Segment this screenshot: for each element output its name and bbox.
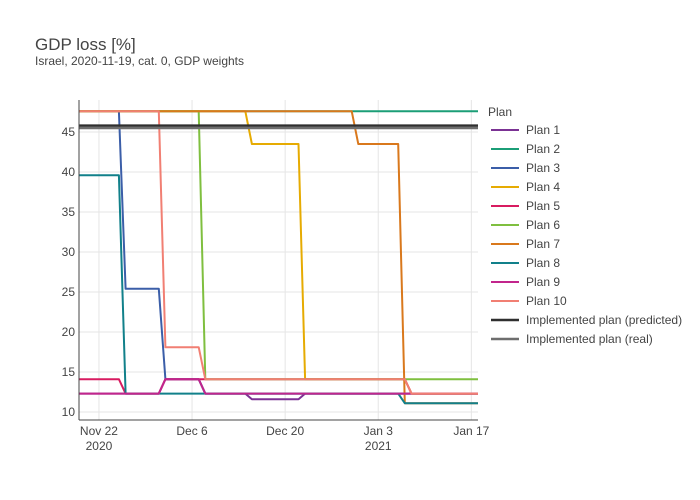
- x-tick-label: Jan 17: [453, 424, 489, 438]
- y-axis-ticks: 10 15 20 25 30 35 40 45: [62, 125, 76, 419]
- legend-item[interactable]: Plan 10: [491, 294, 567, 308]
- series-line-plan-10[interactable]: [79, 110, 478, 395]
- legend-label: Implemented plan (predicted): [526, 313, 682, 327]
- x-tick-label: Dec 6: [176, 424, 208, 438]
- legend-title: Plan: [488, 105, 512, 119]
- y-tick-label: 35: [62, 205, 76, 219]
- legend-item[interactable]: Plan 4: [491, 180, 560, 194]
- plot-area: [79, 110, 478, 405]
- legend-item[interactable]: Plan 2: [491, 142, 560, 156]
- x-tick-label: Jan 3: [364, 424, 394, 438]
- legend[interactable]: Plan Plan 1 Plan 2 Plan 3 Plan 4 Plan 5 Plan …: [488, 105, 682, 346]
- legend-item[interactable]: Plan 8: [491, 256, 560, 270]
- legend-item[interactable]: Implemented plan (predicted): [491, 313, 682, 327]
- legend-label: Plan 10: [526, 294, 567, 308]
- x-tick-label: Dec 20: [266, 424, 304, 438]
- legend-label: Plan 3: [526, 161, 560, 175]
- legend-label: Plan 5: [526, 199, 560, 213]
- chart-title: GDP loss [%]: [35, 35, 136, 54]
- series-line-plan-6[interactable]: [79, 110, 478, 381]
- legend-item[interactable]: Plan 1: [491, 123, 560, 137]
- legend-label: Implemented plan (real): [526, 332, 653, 346]
- x-tick-year-label: 2020: [86, 439, 113, 453]
- legend-label: Plan 4: [526, 180, 560, 194]
- y-tick-label: 25: [62, 285, 76, 299]
- y-tick-label: 20: [62, 325, 76, 339]
- legend-item[interactable]: Implemented plan (real): [491, 332, 653, 346]
- legend-label: Plan 6: [526, 218, 560, 232]
- legend-label: Plan 8: [526, 256, 560, 270]
- axes: [78, 100, 478, 421]
- series-line-plan-1[interactable]: [79, 378, 478, 401]
- legend-label: Plan 9: [526, 275, 560, 289]
- legend-label: Plan 2: [526, 142, 560, 156]
- legend-label: Plan 1: [526, 123, 560, 137]
- series-line-plan-7[interactable]: [79, 110, 478, 405]
- y-tick-label: 45: [62, 125, 76, 139]
- chart-subtitle: Israel, 2020-11-19, cat. 0, GDP weights: [35, 54, 244, 68]
- legend-item[interactable]: Plan 5: [491, 199, 560, 213]
- legend-item[interactable]: Plan 3: [491, 161, 560, 175]
- legend-item[interactable]: Plan 9: [491, 275, 560, 289]
- y-tick-label: 10: [62, 405, 76, 419]
- x-tick-year-label: 2021: [365, 439, 392, 453]
- x-tick-label: Nov 22: [80, 424, 118, 438]
- grid: [79, 100, 478, 420]
- y-tick-label: 30: [62, 245, 76, 259]
- y-tick-label: 15: [62, 365, 76, 379]
- y-tick-label: 40: [62, 165, 76, 179]
- series-line-plan-9[interactable]: [79, 378, 478, 395]
- legend-item[interactable]: Plan 7: [491, 237, 560, 251]
- legend-label: Plan 7: [526, 237, 560, 251]
- legend-item[interactable]: Plan 6: [491, 218, 560, 232]
- series-line-plan-5[interactable]: [79, 378, 478, 395]
